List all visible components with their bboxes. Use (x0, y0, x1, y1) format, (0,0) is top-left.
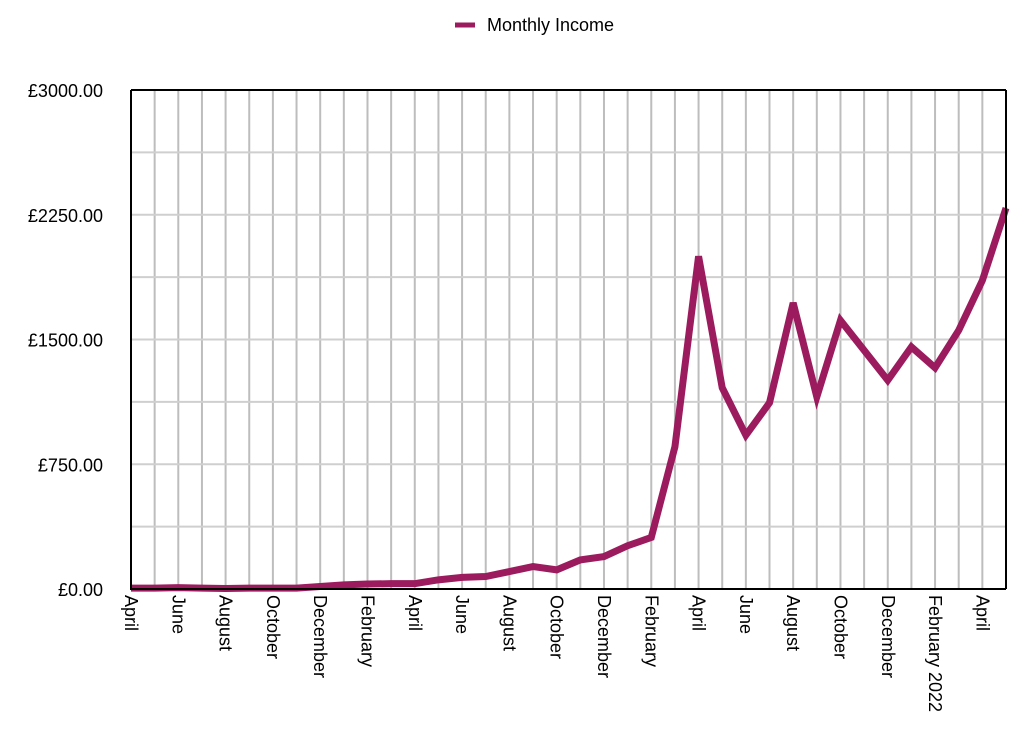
y-tick-label: £3000.00 (28, 81, 103, 101)
y-tick-label: £750.00 (38, 455, 103, 475)
x-tick-label: April (405, 595, 425, 631)
series-line-monthly-income (131, 207, 1010, 593)
x-tick-label: August (783, 595, 803, 651)
x-tick-label: June (736, 595, 756, 634)
x-tick-label: August (216, 595, 236, 651)
legend-label: Monthly Income (487, 15, 614, 35)
y-tick-label: £1500.00 (28, 331, 103, 351)
x-tick-label: February 2022 (925, 595, 945, 712)
x-tick-label: April (121, 595, 141, 631)
axes (130, 89, 1007, 590)
x-tick-label: April (689, 595, 709, 631)
x-tick-label: December (594, 595, 614, 678)
x-axis-ticks: April June August October December February Ap… (121, 595, 992, 712)
x-tick-label: February (357, 595, 377, 667)
y-axis-ticks: £0.00 £750.00 £1500.00 £2250.00 £3000.00 (28, 81, 103, 600)
y-tick-label: £0.00 (58, 580, 103, 600)
grid (130, 89, 1007, 590)
x-tick-label: December (878, 595, 898, 678)
x-tick-label: October (830, 595, 850, 659)
y-tick-label: £2250.00 (28, 206, 103, 226)
x-tick-label: October (547, 595, 567, 659)
x-tick-label: October (263, 595, 283, 659)
x-tick-label: June (168, 595, 188, 634)
x-tick-label: June (452, 595, 472, 634)
x-tick-label: August (499, 595, 519, 651)
x-tick-label: February (641, 595, 661, 667)
series (131, 207, 1010, 593)
x-tick-label: December (310, 595, 330, 678)
x-tick-label: April (972, 595, 992, 631)
legend: Monthly Income (455, 15, 614, 35)
